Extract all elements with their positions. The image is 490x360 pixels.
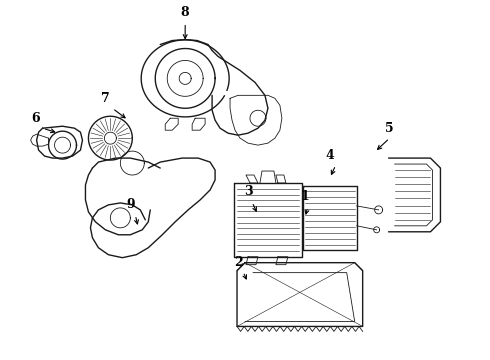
Text: 1: 1 — [300, 190, 309, 203]
Text: 5: 5 — [385, 122, 394, 135]
Text: 9: 9 — [126, 198, 135, 211]
Text: 8: 8 — [181, 6, 190, 19]
Text: 6: 6 — [31, 112, 40, 125]
Text: 3: 3 — [244, 185, 252, 198]
Text: 4: 4 — [325, 149, 334, 162]
Text: 2: 2 — [234, 256, 243, 269]
Text: 7: 7 — [101, 92, 110, 105]
